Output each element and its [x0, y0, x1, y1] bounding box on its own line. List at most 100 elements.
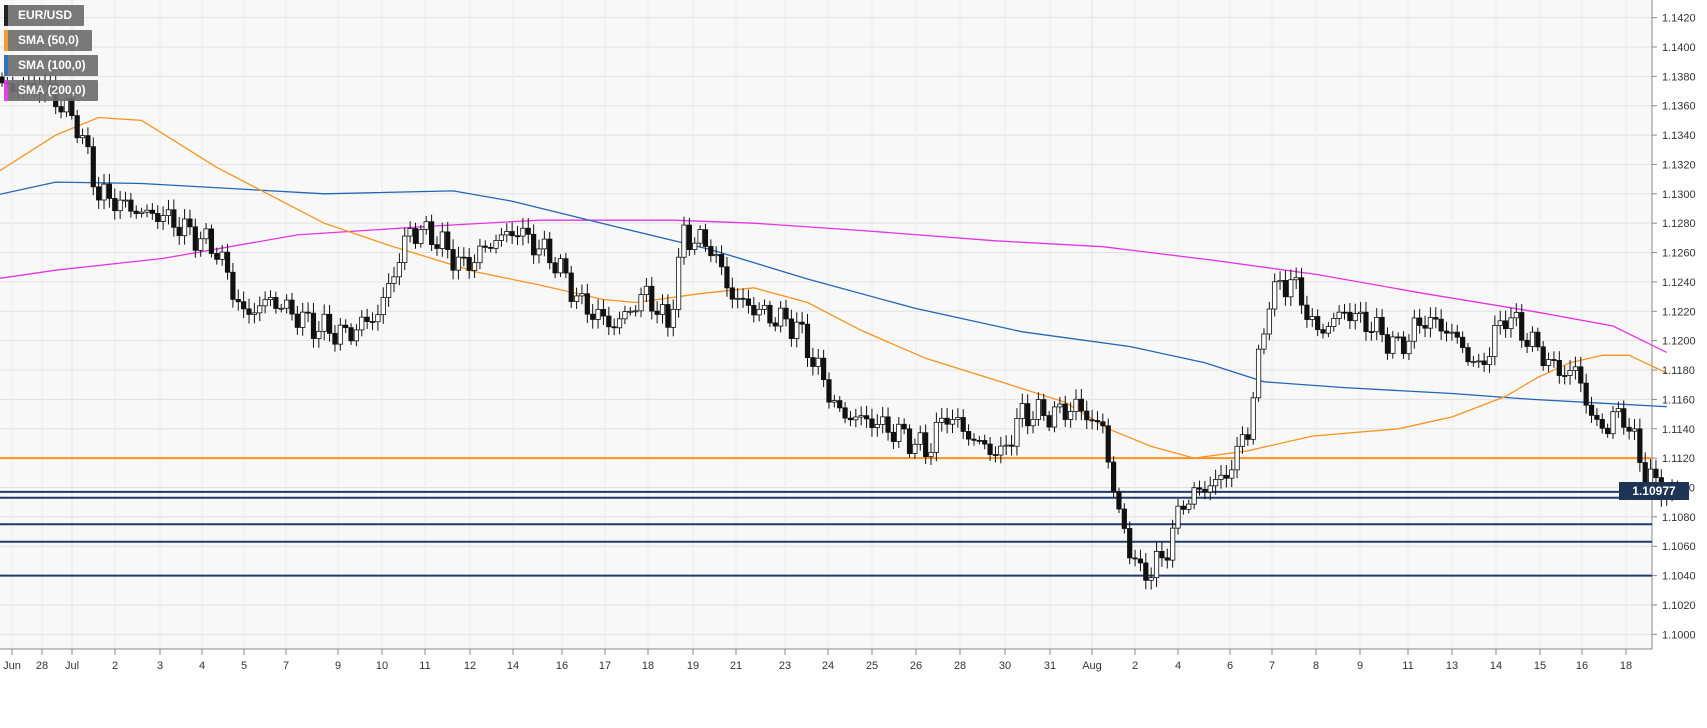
candle	[1363, 301, 1369, 341]
candle-body	[1051, 406, 1058, 428]
candle-body	[676, 256, 682, 310]
candle	[1551, 351, 1557, 368]
candle-body	[1486, 356, 1493, 365]
candle	[627, 306, 633, 316]
candle	[337, 317, 343, 351]
candle	[697, 225, 703, 248]
candle	[224, 243, 231, 280]
candle	[1653, 459, 1659, 487]
candle	[778, 301, 784, 333]
candle	[1336, 305, 1342, 325]
x-tick-label: 28	[954, 660, 966, 672]
candle-body	[1551, 359, 1557, 361]
candle-body	[1492, 324, 1498, 357]
candle	[96, 176, 102, 209]
candle-body	[1449, 331, 1455, 334]
candle-body	[810, 357, 816, 367]
candle-body	[1148, 577, 1154, 581]
candle-body	[1352, 313, 1358, 322]
candle-body	[890, 431, 897, 442]
legend-symbol-label: EUR/USD	[18, 8, 73, 22]
candle-body	[1186, 503, 1192, 510]
candle-body	[332, 332, 338, 345]
x-tick-label: 7	[1269, 660, 1275, 672]
candle-body	[1508, 317, 1514, 330]
candle	[579, 284, 585, 305]
candle	[235, 289, 241, 311]
candle	[181, 209, 188, 245]
candle-body	[1631, 428, 1638, 432]
candle	[1298, 267, 1305, 315]
candle	[692, 237, 698, 255]
x-tick-label: 7	[283, 660, 289, 672]
candle	[665, 294, 671, 337]
candle	[289, 292, 295, 321]
candle	[1196, 480, 1203, 496]
candle	[933, 412, 939, 462]
horizontal-levels	[0, 457, 1652, 577]
candle	[1229, 459, 1235, 488]
legend-sma50[interactable]: SMA (50,0)	[4, 30, 92, 51]
candle	[939, 408, 945, 432]
x-tick-label: 2	[112, 660, 118, 672]
x-tick-label: 16	[1576, 660, 1588, 672]
candle-body	[842, 407, 848, 419]
y-tick-label: 1.1000	[1662, 629, 1696, 641]
y-tick-label: 1.1120	[1662, 453, 1695, 465]
y-tick-label: 1.1140	[1662, 424, 1695, 436]
candle	[1127, 521, 1133, 565]
candle	[101, 173, 107, 210]
candle-body	[1400, 336, 1407, 355]
legend-sma100[interactable]: SMA (100,0)	[4, 55, 98, 76]
candle-body	[1615, 408, 1621, 413]
candle-body	[321, 313, 327, 332]
candle-body	[1545, 359, 1552, 367]
candle-body	[552, 262, 558, 274]
candle	[923, 424, 929, 465]
candle-body	[133, 210, 139, 214]
candle	[1567, 360, 1573, 385]
candle	[745, 289, 752, 314]
candle-body	[348, 327, 354, 342]
candle	[676, 247, 682, 318]
candle-body	[1175, 505, 1181, 529]
candle-body	[649, 285, 655, 312]
candle-body	[1008, 444, 1015, 447]
candle	[1545, 352, 1552, 372]
candle	[1078, 389, 1084, 421]
candle-body	[1395, 336, 1401, 339]
candle-body	[573, 295, 580, 302]
candle	[509, 222, 515, 245]
current-price-tag: 1.10977	[1619, 481, 1689, 500]
legend-symbol[interactable]: EUR/USD	[4, 5, 84, 26]
candle-body	[1089, 419, 1095, 422]
candle-body	[1261, 333, 1267, 350]
candle	[1191, 482, 1197, 510]
candle	[359, 310, 365, 337]
candle	[1223, 465, 1229, 488]
candle-body	[1556, 360, 1562, 376]
candle-body	[1266, 308, 1272, 335]
candle	[880, 406, 886, 434]
candle-body	[606, 315, 612, 328]
candle	[649, 277, 655, 320]
candle	[316, 321, 322, 348]
candle-body	[353, 329, 360, 342]
candle-body	[847, 417, 854, 421]
y-tick-label: 1.1200	[1662, 336, 1696, 348]
legend-sma200[interactable]: SMA (200,0)	[4, 80, 98, 101]
candle-body	[1078, 398, 1084, 412]
candle	[477, 238, 483, 270]
candle-body	[273, 297, 279, 309]
sma-lines	[0, 116, 1667, 459]
candle	[58, 99, 64, 119]
candle	[1110, 456, 1117, 498]
candle-body	[665, 304, 671, 328]
x-tick-label: 14	[1490, 660, 1502, 672]
candle-body	[863, 415, 870, 420]
candle-body	[294, 313, 300, 328]
candle-body	[761, 304, 768, 310]
candle-body	[616, 318, 623, 329]
candle-body	[1519, 312, 1525, 341]
candle-body	[1062, 403, 1068, 420]
